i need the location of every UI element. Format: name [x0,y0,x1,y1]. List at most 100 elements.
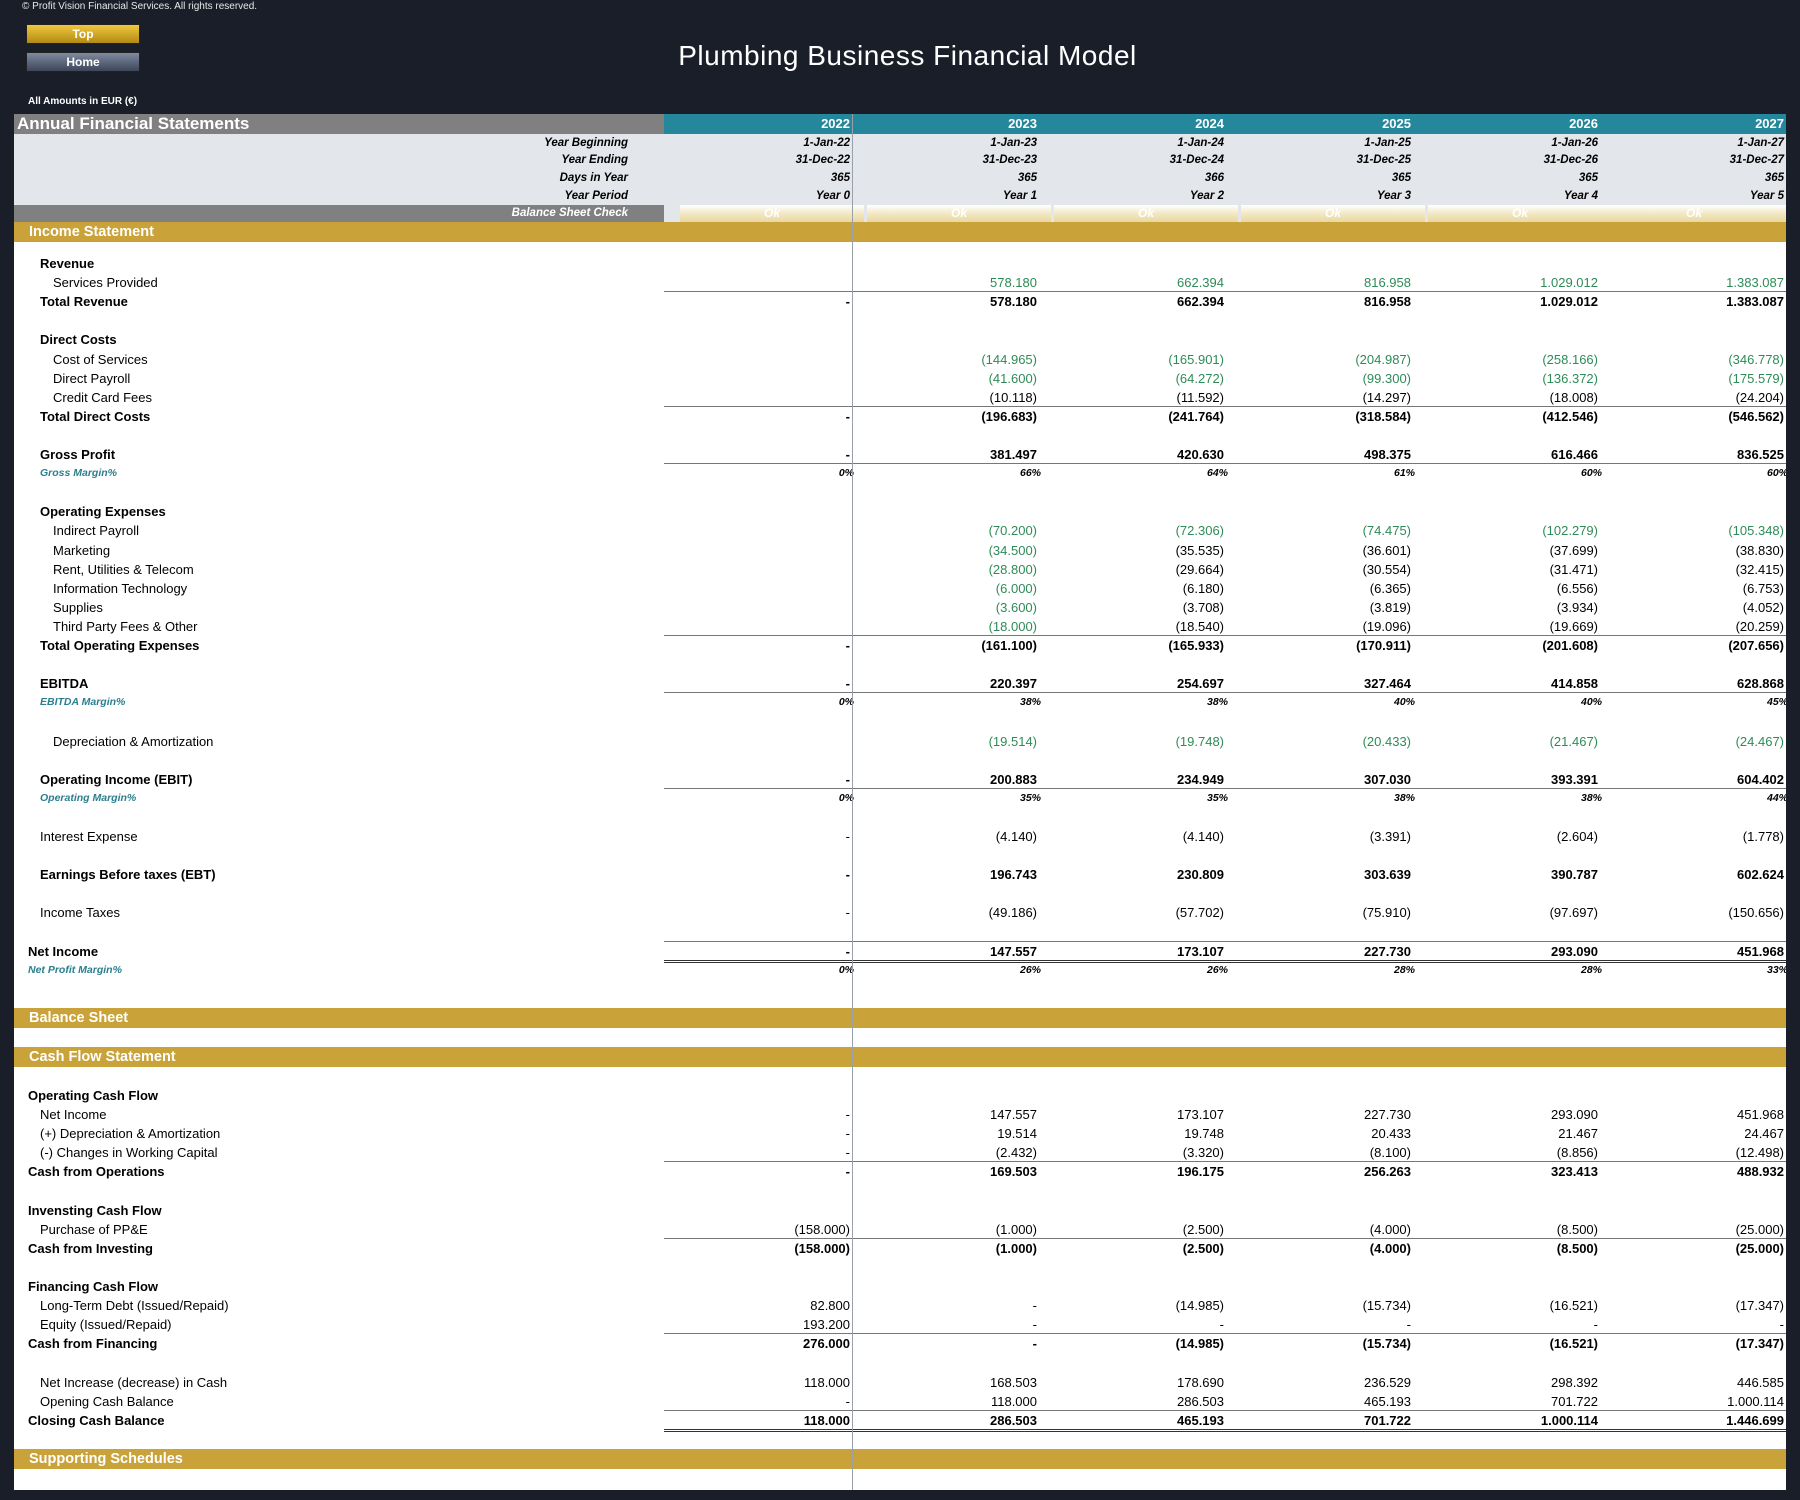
value-cell: 488.932 [1737,1164,1784,1180]
value-cell: 20.433 [1371,1126,1411,1142]
value-cell: (18.008) [1549,389,1598,405]
value-cell: 701.722 [1364,1412,1411,1428]
value-cell: (4.052) [1742,599,1784,615]
value-cell: (4.140) [995,829,1037,844]
row-label: Net Income [28,943,99,959]
table-row: Cash from Investing (158.000) (1.000) (2.50… [14,1239,1786,1258]
value-cell: - [845,1107,850,1123]
spacer-row [14,712,1786,731]
row-label: Rent, Utilities & Telecom [53,561,194,577]
row-label: Total Direct Costs [40,408,151,424]
row-label: (+) Depreciation & Amortization [40,1126,221,1142]
row-label: Balance Sheet Check [511,207,628,219]
value-cell: (17.347) [1735,1298,1784,1314]
table-row: Revenue [14,254,1786,273]
cell: Year 3 [1376,190,1411,202]
value-cell: - [1032,1317,1037,1333]
supporting-schedules-header[interactable]: Supporting Schedules [14,1449,1786,1469]
value-cell: - [1219,1317,1224,1333]
value-cell: 604.402 [1737,771,1784,787]
cell: 1-Jan-22 [803,137,850,149]
row-label: Income Taxes [40,905,120,921]
check-status: Ok [867,205,1051,222]
value-cell: - [845,676,850,692]
total-rule [664,1409,1786,1411]
check-status: Ok [1602,205,1786,222]
value-cell: - [845,294,850,310]
value-cell: 602.624 [1737,867,1784,883]
value-cell: (158.000) [794,1240,850,1256]
row-label: Equity (Issued/Repaid) [40,1317,172,1333]
home-button[interactable]: Home [26,52,140,72]
balance-sheet-header[interactable]: Balance Sheet [14,1008,1786,1028]
row-label: Earnings Before taxes (EBT) [40,867,216,883]
value-cell: (19.748) [1175,733,1224,749]
row-label: Credit Card Fees [53,389,152,405]
value-cell: (18.000) [988,618,1037,634]
value-cell: 816.958 [1364,294,1411,310]
value-cell: (196.683) [981,408,1037,424]
table-row: Indirect Payroll (70.200) (72.306) (74.475)… [14,521,1786,540]
value-cell [690,732,850,751]
value-cell: 200.883 [990,771,1037,787]
check-status: Ok [1428,205,1612,222]
row-label: (-) Changes in Working Capital [40,1145,218,1161]
cell: 1-Jan-27 [1737,137,1784,149]
value-cell: 628.868 [1737,676,1784,692]
value-cell: (6.000) [995,580,1037,596]
row-label: Gross Margin% [40,467,118,480]
spacer-row [14,1353,1786,1372]
row-label: Days in Year [559,172,628,184]
value-cell: (3.600) [995,599,1037,615]
value-cell: 35% [1206,791,1228,804]
value-cell: 196.175 [1177,1164,1224,1180]
value-cell: 220.397 [990,676,1037,692]
cell: 365 [1764,172,1784,184]
row-label: Net Income [40,1107,107,1123]
check-label-cell [14,205,664,222]
value-cell: 451.968 [1737,943,1784,959]
value-cell: - [1593,1317,1598,1333]
value-cell: (3.320) [1182,1145,1224,1161]
row-label: Revenue [40,256,95,271]
table-row: Income Taxes - (49.186) (57.702) (75.910) (97… [14,903,1786,922]
table-row: Net Profit Margin% 0% 26% 26% 28% 28% 33% [14,961,1786,980]
value-cell: 236.529 [1364,1374,1411,1390]
row-label: Operating Income (EBIT) [40,771,193,787]
page-title: Plumbing Business Financial Model [678,40,1137,71]
cell: 365 [1017,172,1037,184]
value-cell: 66% [1019,467,1041,480]
row-label: Cost of Services [53,351,148,367]
value-cell: (12.498) [1735,1145,1784,1161]
top-button[interactable]: Top [26,24,140,44]
value-cell: (34.500) [988,542,1037,558]
value-cell: (25.000) [1735,1240,1784,1256]
spacer-row [14,1258,1786,1277]
table-row: Services Provided 578.180 662.394 816.958 1.… [14,273,1786,292]
value-cell: (28.800) [988,561,1037,577]
value-cell: 390.787 [1551,867,1598,883]
value-cell: (24.467) [1735,733,1784,749]
double-rule [664,959,1786,963]
year-header: 2023 [1008,116,1037,131]
cell: 31-Dec-26 [1543,154,1598,166]
value-cell: 446.585 [1737,1374,1784,1390]
row-label: Indirect Payroll [53,523,139,539]
cash-flow-header[interactable]: Cash Flow Statement [14,1047,1786,1067]
income-statement-header[interactable]: Income Statement [14,222,1786,242]
cell: 365 [1578,172,1598,184]
cell: Year 2 [1189,190,1224,202]
value-cell: (72.306) [1175,523,1224,539]
value-cell: (30.554) [1362,561,1411,577]
table-row: Equity (Issued/Repaid) 193.200 - - - - - [14,1315,1786,1334]
value-cell: (14.985) [1175,1336,1224,1352]
value-cell: 286.503 [990,1412,1037,1428]
value-cell: 38% [1393,791,1415,804]
table-row: Direct Costs [14,330,1786,349]
value-cell: (64.272) [1175,370,1224,386]
value-cell: 662.394 [1177,294,1224,310]
spacer-row [14,751,1786,770]
table-row: Long-Term Debt (Issued/Repaid) 82.800 - (14… [14,1296,1786,1315]
total-rule [664,291,1786,293]
year-header: 2027 [1755,116,1784,131]
